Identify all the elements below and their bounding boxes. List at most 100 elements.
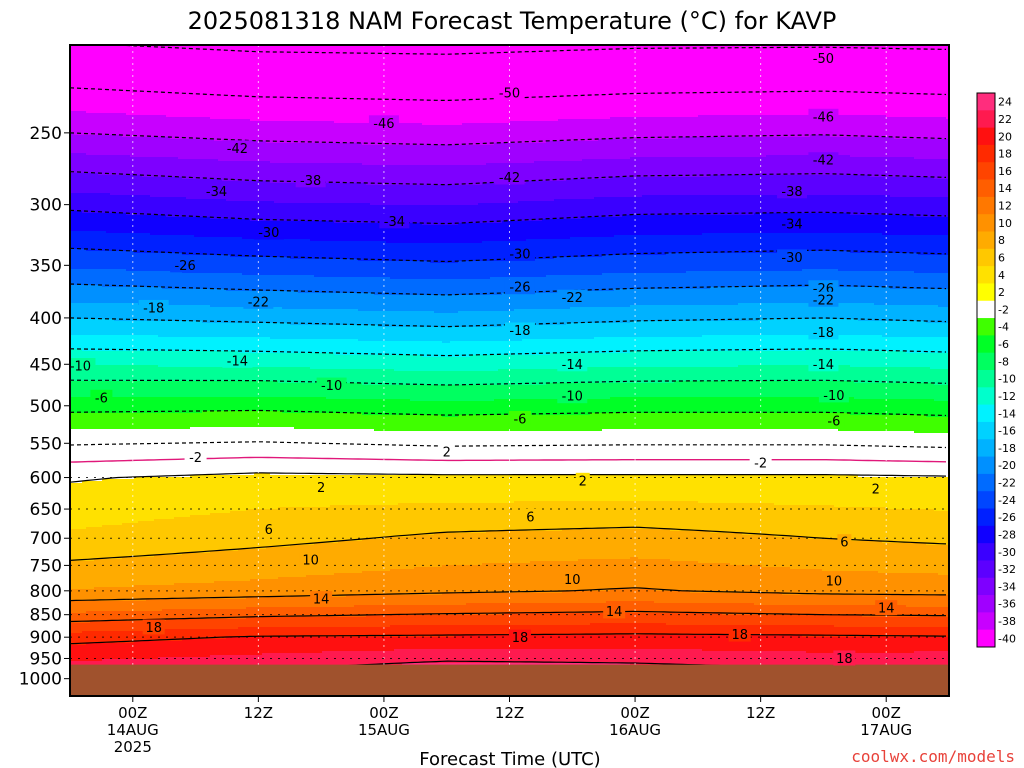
temperature-band-cell	[162, 177, 167, 198]
temperature-band-cell	[522, 431, 527, 476]
temperature-band-cell	[654, 305, 659, 322]
temperature-band-cell	[246, 509, 251, 550]
temperature-band-cell	[542, 635, 547, 650]
temperature-band-cell	[214, 475, 219, 514]
temperature-band-cell	[114, 381, 119, 398]
temperature-band-cell	[626, 273, 631, 290]
temperature-band-cell	[638, 613, 643, 624]
temperature-band-cell	[82, 397, 87, 414]
temperature-band-cell	[358, 293, 363, 312]
temperature-band-cell	[390, 185, 395, 206]
temperature-band-cell	[194, 117, 199, 140]
temperature-band-cell	[554, 309, 559, 326]
temperature-band-cell	[474, 615, 479, 626]
temperature-band-cell	[150, 413, 155, 430]
temperature-band-cell	[518, 593, 523, 604]
temperature-band-cell	[674, 429, 679, 476]
temperature-band-cell	[358, 123, 363, 144]
temperature-band-cell	[434, 503, 439, 534]
temperature-band-cell	[358, 163, 363, 184]
temperature-band-cell	[246, 219, 251, 240]
temperature-band-cell	[590, 613, 595, 624]
temperature-band-cell	[642, 475, 647, 502]
temperature-band-cell	[310, 45, 315, 122]
temperature-band-cell	[582, 237, 587, 258]
temperature-band-cell	[590, 159, 595, 180]
temperature-band-cell	[378, 123, 383, 146]
temperature-band-cell	[526, 121, 531, 144]
temperature-band-cell	[170, 177, 175, 198]
temperature-band-cell	[330, 607, 335, 618]
temperature-band-cell	[470, 593, 475, 604]
temperature-band-cell	[390, 355, 395, 370]
temperature-band-cell	[170, 609, 175, 620]
temperature-band-cell	[126, 335, 131, 352]
temperature-band-cell	[402, 637, 407, 650]
temperature-band-cell	[398, 261, 403, 280]
temperature-band-cell	[446, 295, 451, 314]
temperature-band-cell	[606, 383, 611, 400]
temperature-band-cell	[346, 163, 351, 184]
temperature-band-cell	[706, 137, 711, 158]
temperature-band-cell	[510, 593, 515, 604]
temperature-band-cell	[350, 277, 355, 294]
temperature-band-cell	[578, 257, 583, 276]
temperature-band-cell	[198, 237, 203, 256]
temperature-band-cell	[286, 143, 291, 164]
temperature-band-cell	[702, 367, 707, 382]
temperature-band-cell	[258, 257, 263, 276]
temperature-band-cell	[674, 45, 679, 118]
temperature-band-cell	[338, 617, 343, 628]
temperature-band-cell	[406, 355, 411, 372]
temperature-band-cell	[434, 125, 439, 146]
temperature-band-cell	[294, 325, 299, 340]
temperature-band-cell	[578, 323, 583, 340]
temperature-band-cell	[282, 323, 287, 340]
temperature-band-cell	[106, 611, 111, 622]
temperature-band-cell	[222, 475, 227, 514]
temperature-band-cell	[702, 475, 707, 504]
temperature-band-cell	[310, 183, 315, 204]
temperature-band-cell	[522, 563, 527, 594]
temperature-band-cell	[470, 371, 475, 386]
temperature-band-cell	[514, 45, 519, 122]
temperature-band-cell	[246, 637, 251, 656]
temperature-band-cell	[570, 257, 575, 276]
temperature-band-cell	[134, 611, 139, 622]
temperature-band-cell	[202, 159, 207, 180]
temperature-band-cell	[194, 475, 199, 516]
temperature-band-cell	[350, 309, 355, 326]
temperature-band-cell	[514, 613, 519, 626]
temperature-band-cell	[278, 339, 283, 354]
temperature-band-cell	[310, 259, 315, 276]
temperature-band-cell	[402, 279, 407, 296]
temperature-band-cell	[390, 605, 395, 616]
temperature-band-cell	[506, 369, 511, 386]
temperature-band-cell	[362, 429, 367, 476]
temperature-band-cell	[258, 275, 263, 292]
temperature-band-cell	[686, 337, 691, 352]
temperature-band-cell	[102, 525, 107, 560]
temperature-band-cell	[326, 353, 331, 370]
temperature-band-cell	[682, 289, 687, 306]
temperature-band-cell	[310, 353, 315, 370]
temperature-band-cell	[346, 637, 351, 652]
temperature-band-cell	[346, 355, 351, 370]
temperature-band-cell	[382, 571, 387, 596]
temperature-band-cell	[554, 275, 559, 294]
temperature-band-cell	[254, 121, 259, 142]
temperature-band-cell	[434, 145, 439, 166]
temperature-band-cell	[130, 335, 135, 352]
temperature-band-cell	[202, 367, 207, 382]
temperature-band-cell	[278, 547, 283, 578]
temperature-band-cell	[246, 597, 251, 608]
temperature-band-cell	[542, 399, 547, 416]
temperature-band-cell	[282, 547, 287, 578]
temperature-band-cell	[142, 557, 147, 586]
temperature-band-cell	[666, 289, 671, 306]
temperature-band-cell	[370, 571, 375, 596]
temperature-band-cell	[634, 289, 639, 306]
temperature-band-cell	[618, 177, 623, 198]
temperature-band-cell	[230, 367, 235, 382]
temperature-band-cell	[482, 431, 487, 476]
